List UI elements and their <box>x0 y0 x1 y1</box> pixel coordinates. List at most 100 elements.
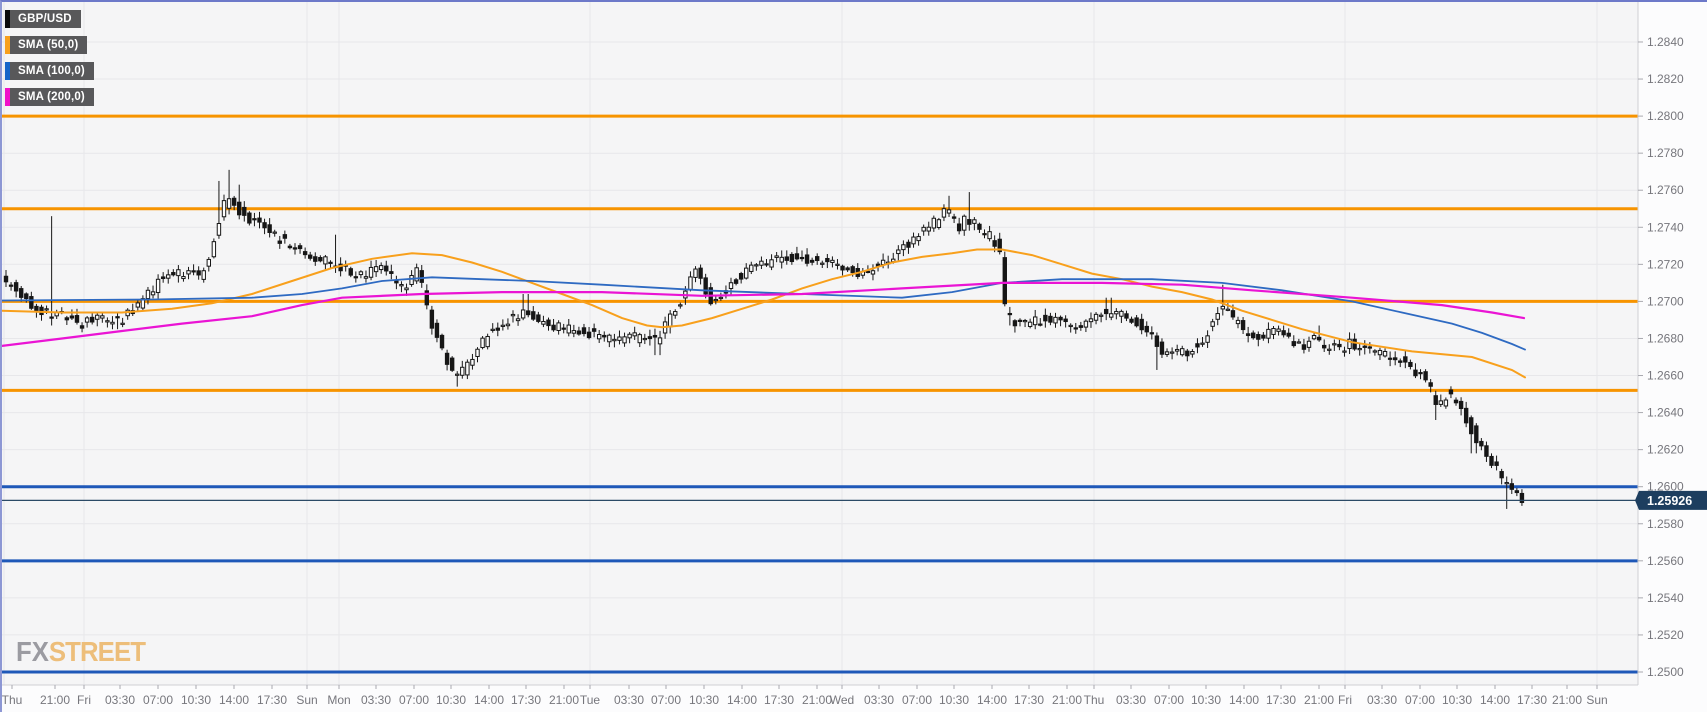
time-tick-label: 07:00 <box>651 693 681 707</box>
fxstreet-logo-street: STREET <box>48 636 146 667</box>
candle-body <box>612 338 617 342</box>
current-price-badge-text: 1.25926 <box>1647 494 1692 508</box>
candle-body <box>3 275 9 283</box>
candle-body <box>1251 332 1256 339</box>
candle-body <box>1398 360 1403 363</box>
candle-body <box>368 266 374 278</box>
candle-body <box>987 231 992 240</box>
sma50-color-swatch <box>5 36 10 54</box>
candle-body <box>323 256 328 265</box>
legend-chip-sma200[interactable]: SMA (200,0) <box>5 88 94 106</box>
candle-body <box>703 277 708 295</box>
candle-body <box>916 236 921 242</box>
candle-body <box>1342 350 1347 353</box>
candle-body <box>1109 313 1114 318</box>
time-axis[interactable]: Thu 21:00 Fri 03:30 07:00 10:30 14:00 17:30 Sun M… <box>2 685 1608 707</box>
candle-body <box>313 256 318 262</box>
candle-body <box>1210 321 1215 327</box>
candle-body <box>1291 341 1296 347</box>
candle-body <box>1463 407 1469 424</box>
candle-body <box>911 236 916 245</box>
candle-body <box>1332 343 1337 346</box>
legend-chip-sma100[interactable]: SMA (100,0) <box>5 62 94 80</box>
fxstreet-logo-fx: FX <box>16 636 49 667</box>
candle-body <box>515 318 521 322</box>
candle-body <box>1033 316 1038 326</box>
time-tick-label: 03:30 <box>1116 693 1146 707</box>
candle-body <box>1038 323 1043 326</box>
candle-body <box>591 328 597 332</box>
candle-body <box>1474 425 1479 444</box>
candle-body <box>1433 395 1438 405</box>
candle-body <box>1494 461 1499 466</box>
legend-chip-pair[interactable]: GBP/USD <box>5 10 81 28</box>
candle-body <box>1484 445 1489 457</box>
time-tick-label: 03:30 <box>614 693 644 707</box>
time-tick-label: Sun <box>296 693 317 707</box>
candle-body <box>485 335 490 348</box>
candle-body <box>8 284 14 287</box>
candle-body <box>779 256 784 263</box>
legend-chip-sma50[interactable]: SMA (50,0) <box>5 36 88 54</box>
time-tick-label: 21:00 <box>1304 693 1334 707</box>
candle-body <box>1058 316 1063 321</box>
candle-body <box>896 249 901 255</box>
candle-body <box>171 272 176 276</box>
candle-body <box>1316 336 1322 341</box>
time-tick-label: 03:30 <box>1367 693 1397 707</box>
candle-body <box>135 302 141 308</box>
candle-body <box>815 256 820 262</box>
candle-body <box>414 267 419 282</box>
candle-body <box>1357 347 1362 351</box>
candle-body <box>607 334 612 343</box>
time-tick-label: 14:00 <box>474 693 504 707</box>
time-tick-label: 17:30 <box>1014 693 1044 707</box>
time-tick-label: 10:30 <box>1442 693 1472 707</box>
candle-body <box>784 256 789 261</box>
candle-body <box>1124 313 1129 319</box>
candle-body <box>825 257 830 263</box>
candle-body <box>363 276 369 279</box>
candle-body <box>1377 349 1383 356</box>
candle-body <box>292 247 298 250</box>
candle-body <box>221 200 227 218</box>
candle-body <box>804 254 810 264</box>
candle-body <box>1261 334 1266 339</box>
candle-body <box>1088 318 1094 323</box>
candle-body <box>764 263 769 266</box>
time-tick-label: Fri <box>1338 693 1352 707</box>
candle-body <box>850 266 855 274</box>
candle-body <box>348 268 353 276</box>
time-tick-label: 07:00 <box>1154 693 1184 707</box>
candle-body <box>226 198 232 209</box>
candle-body <box>1134 317 1139 327</box>
candle-body <box>977 223 982 230</box>
price-axis[interactable]: 1.2840 1.2820 1.2800 1.2780 1.2760 1.2740 1.27… <box>1638 35 1684 679</box>
candle-body <box>480 337 485 349</box>
candle-body <box>1169 351 1175 354</box>
price-tick-label: 1.2640 <box>1647 406 1684 420</box>
candle-body <box>1053 316 1058 324</box>
time-tick-label: 10:30 <box>939 693 969 707</box>
candle-body <box>19 288 24 298</box>
candle-body <box>652 334 658 338</box>
candle-body <box>1403 356 1408 363</box>
candle-body <box>439 334 445 349</box>
candle-body <box>186 270 191 275</box>
candle-body <box>642 337 648 341</box>
candle-body <box>373 266 379 273</box>
candle-body <box>465 361 470 376</box>
time-tick-label: 14:00 <box>1480 693 1510 707</box>
time-tick-label: 21:00 <box>1552 693 1582 707</box>
candle-body <box>297 245 303 250</box>
candle-body <box>353 276 359 279</box>
candle-body <box>581 327 587 335</box>
candle-body <box>155 278 161 294</box>
candle-body <box>1185 350 1190 357</box>
candle-body <box>794 253 800 260</box>
candle-body <box>698 267 703 279</box>
candle-body <box>956 223 962 232</box>
chart-legend: GBP/USD SMA (50,0) SMA (100,0) SMA (200,… <box>5 10 94 114</box>
candle-body <box>733 279 739 284</box>
